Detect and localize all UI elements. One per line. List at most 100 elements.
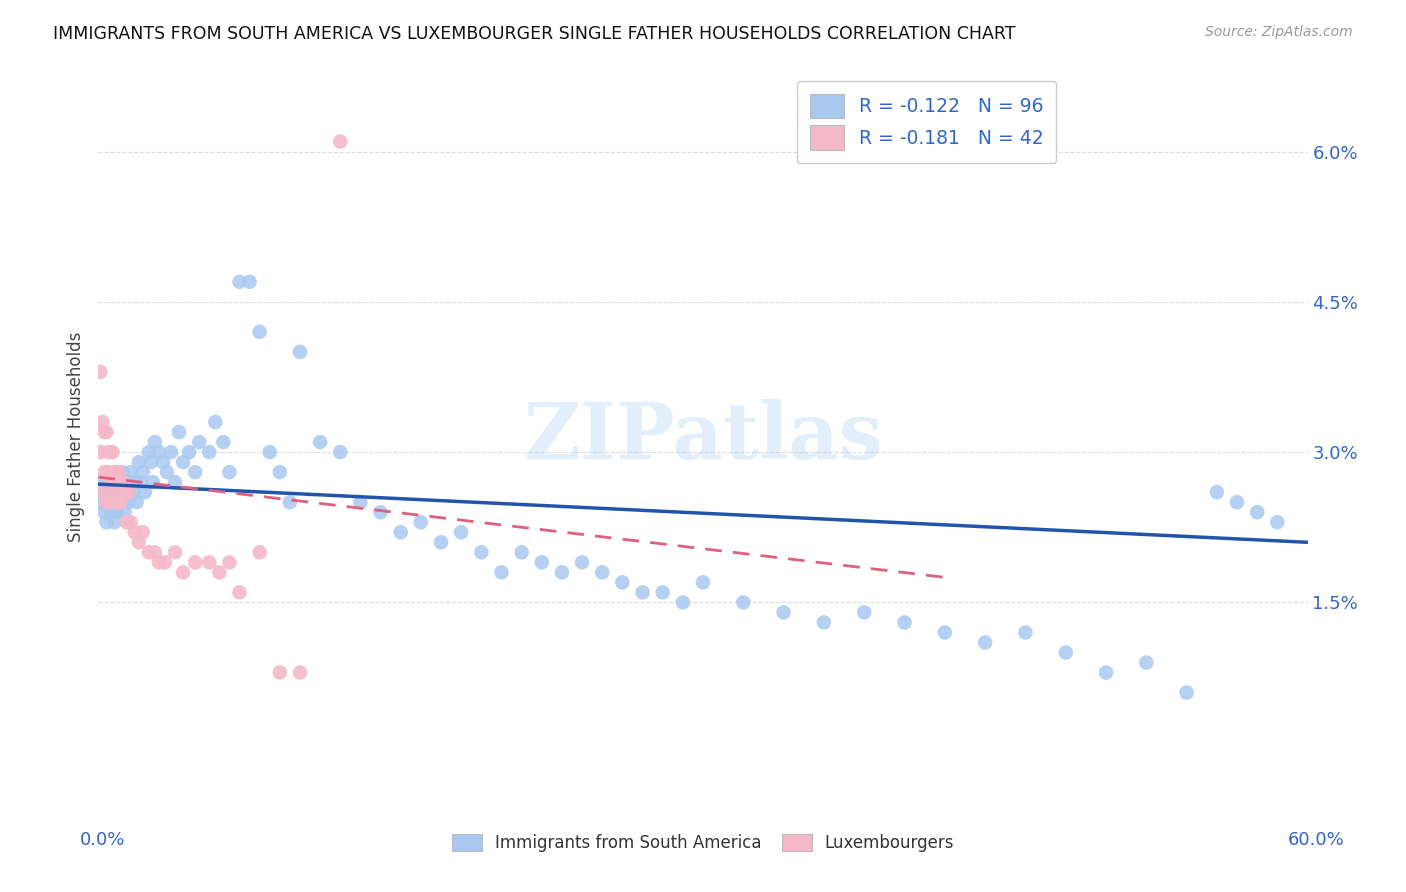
Point — [128, 455, 150, 469]
Point — [128, 535, 150, 549]
Point — [510, 545, 533, 559]
Point — [430, 535, 453, 549]
Point — [491, 566, 513, 580]
Text: Source: ZipAtlas.com: Source: ZipAtlas.com — [1205, 25, 1353, 39]
Point — [974, 635, 997, 649]
Point — [1206, 485, 1229, 500]
Point — [198, 445, 221, 459]
Point — [551, 566, 574, 580]
Point — [107, 475, 129, 490]
Point — [143, 545, 166, 559]
Point — [571, 555, 593, 569]
Point — [110, 495, 132, 509]
Point — [93, 425, 115, 439]
Point — [114, 475, 136, 490]
Point — [278, 495, 301, 509]
Point — [97, 475, 120, 490]
Point — [218, 555, 240, 569]
Point — [114, 505, 136, 519]
Point — [733, 595, 755, 609]
Point — [91, 475, 114, 490]
Point — [101, 475, 124, 490]
Point — [1175, 685, 1198, 699]
Point — [184, 555, 207, 569]
Point — [148, 445, 170, 459]
Point — [100, 475, 122, 490]
Point — [329, 445, 352, 459]
Point — [120, 465, 142, 479]
Point — [91, 415, 114, 429]
Point — [118, 475, 141, 490]
Point — [218, 465, 240, 479]
Point — [1095, 665, 1118, 680]
Point — [389, 525, 412, 540]
Point — [132, 525, 155, 540]
Point — [96, 425, 118, 439]
Point — [111, 465, 134, 479]
Point — [115, 515, 138, 529]
Point — [612, 575, 634, 590]
Point — [121, 485, 143, 500]
Point — [101, 475, 124, 490]
Text: ZIPatlas: ZIPatlas — [523, 399, 883, 475]
Point — [631, 585, 654, 599]
Point — [103, 465, 125, 479]
Text: 0.0%: 0.0% — [80, 831, 125, 849]
Point — [93, 485, 115, 500]
Point — [139, 455, 162, 469]
Point — [239, 275, 262, 289]
Point — [91, 485, 114, 500]
Point — [772, 606, 794, 620]
Point — [1014, 625, 1036, 640]
Point — [269, 465, 291, 479]
Point — [118, 495, 141, 509]
Point — [188, 435, 211, 450]
Point — [89, 445, 111, 459]
Point — [142, 475, 165, 490]
Point — [160, 445, 183, 459]
Point — [934, 625, 956, 640]
Point — [1226, 495, 1249, 509]
Point — [853, 606, 876, 620]
Point — [167, 425, 190, 439]
Point — [96, 515, 118, 529]
Point — [152, 455, 174, 469]
Point — [111, 495, 134, 509]
Point — [124, 475, 146, 490]
Point — [530, 555, 553, 569]
Point — [148, 555, 170, 569]
Point — [100, 485, 122, 500]
Point — [1054, 646, 1077, 660]
Point — [470, 545, 492, 559]
Point — [249, 325, 271, 339]
Point — [228, 585, 250, 599]
Point — [132, 465, 155, 479]
Point — [184, 465, 207, 479]
Point — [124, 525, 146, 540]
Y-axis label: Single Father Households: Single Father Households — [67, 332, 86, 542]
Point — [172, 566, 194, 580]
Point — [138, 445, 160, 459]
Point — [156, 465, 179, 479]
Point — [103, 515, 125, 529]
Point — [89, 485, 111, 500]
Point — [692, 575, 714, 590]
Point — [101, 445, 124, 459]
Point — [153, 555, 176, 569]
Point — [813, 615, 835, 630]
Point — [91, 495, 114, 509]
Point — [120, 515, 142, 529]
Point — [249, 545, 271, 559]
Point — [97, 495, 120, 509]
Point — [309, 435, 332, 450]
Point — [370, 505, 392, 519]
Point — [111, 475, 134, 490]
Point — [163, 475, 186, 490]
Point — [450, 525, 472, 540]
Point — [107, 495, 129, 509]
Point — [208, 566, 231, 580]
Point — [96, 495, 118, 509]
Point — [1267, 515, 1289, 529]
Point — [288, 665, 311, 680]
Point — [96, 495, 118, 509]
